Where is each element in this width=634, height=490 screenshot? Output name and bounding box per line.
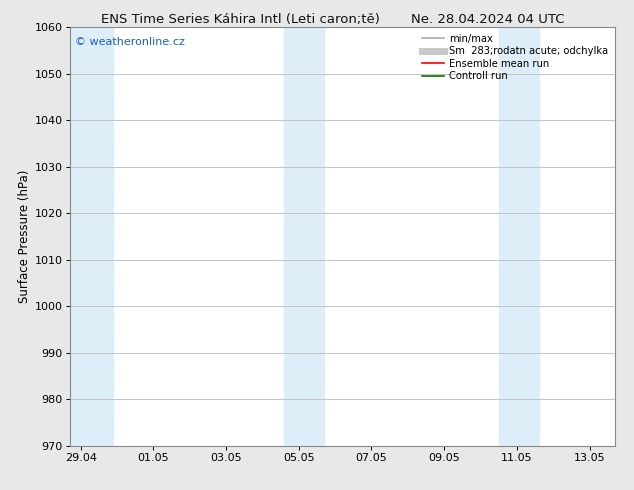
Bar bbox=[284, 27, 324, 446]
Legend: min/max, Sm  283;rodatn acute; odchylka, Ensemble mean run, Controll run: min/max, Sm 283;rodatn acute; odchylka, … bbox=[420, 32, 610, 83]
Bar bbox=[499, 27, 539, 446]
Y-axis label: Surface Pressure (hPa): Surface Pressure (hPa) bbox=[18, 170, 30, 303]
Text: © weatheronline.cz: © weatheronline.cz bbox=[75, 37, 185, 48]
Bar bbox=[70, 27, 113, 446]
Text: ENS Time Series Káhira Intl (Leti caron;tě): ENS Time Series Káhira Intl (Leti caron;… bbox=[101, 13, 380, 26]
Text: Ne. 28.04.2024 04 UTC: Ne. 28.04.2024 04 UTC bbox=[411, 13, 565, 26]
